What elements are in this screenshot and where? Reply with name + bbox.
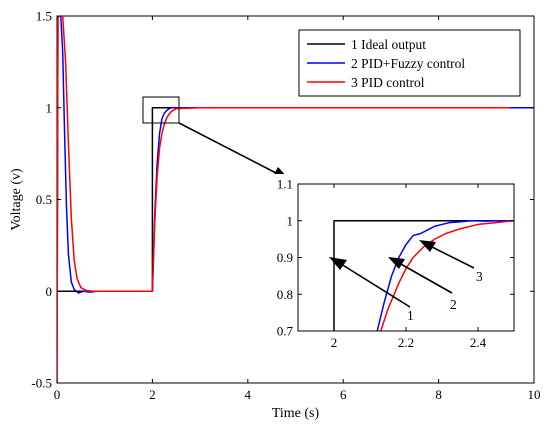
inset-plot: 2 2.2 2.4 0.7 0.8 0.9 1 1.1 1 2 3	[258, 174, 518, 355]
zoom-region-box	[142, 96, 180, 124]
inset-annotations: 1 2 3	[329, 240, 483, 323]
legend: 1 Ideal output 2 PID+Fuzzy control 3 PID…	[298, 29, 521, 97]
inset-x-tick-label: 2.2	[398, 335, 414, 350]
main-x-tick-label: 10	[528, 387, 541, 402]
annotation-arrow-2-line	[398, 262, 453, 294]
main-y-tick-label: 1	[46, 100, 53, 115]
main-x-tick-label: 2	[149, 387, 156, 402]
inset-plot-background	[258, 174, 518, 355]
annotation-arrow-3-head	[419, 240, 436, 252]
inset-y-tick-label: 1.1	[277, 177, 293, 192]
main-x-tick-label: 0	[54, 387, 61, 402]
inset-y-tick-label: 1	[287, 213, 294, 228]
legend-label-ideal: 1 Ideal output	[351, 37, 426, 52]
main-x-tick-label: 4	[245, 387, 252, 402]
inset-series-line-2	[376, 220, 514, 331]
main-x-tick-label: 8	[435, 387, 442, 402]
legend-label-pid-fuzzy: 2 PID+Fuzzy control	[351, 56, 465, 71]
main-x-axis-ticks: 0 2 4 6 8 10	[54, 16, 541, 402]
main-y-tick-label: 0	[46, 284, 53, 299]
inset-y-axis-ticks: 0.7 0.8 0.9 1 1.1	[277, 177, 514, 339]
annotation-arrow-1-head	[329, 257, 347, 270]
inset-y-tick-label: 0.7	[277, 324, 294, 339]
zoom-connector-arrow-line	[178, 122, 279, 175]
annotation-arrow-3-line	[429, 245, 475, 269]
annotation-label-2: 2	[450, 297, 457, 312]
inset-y-tick-label: 0.9	[277, 250, 293, 265]
annotation-arrow-1-line	[340, 263, 411, 308]
inset-x-axis-ticks: 2 2.2 2.4	[331, 184, 487, 350]
main-y-tick-label: -0.5	[31, 376, 52, 391]
legend-label-pid: 3 PID control	[351, 75, 425, 90]
annotation-arrow-2-head	[388, 257, 405, 269]
main-series-line-3	[57, 16, 511, 383]
main-y-tick-label: 0.5	[36, 192, 52, 207]
annotation-label-1: 1	[407, 308, 414, 323]
main-plot: 0 2 4 6 8 10 -0.500.511.5 Time (s) Voltage (v…	[9, 9, 541, 422]
main-y-tick-label: 1.5	[36, 9, 52, 24]
y-axis-title: Voltage (v)	[9, 168, 24, 231]
annotation-label-3: 3	[476, 269, 483, 284]
inset-x-tick-label: 2.4	[470, 335, 487, 350]
main-y-axis-ticks: -0.5 0 0.5 1 1.5	[31, 9, 534, 391]
inset-y-tick-label: 0.8	[277, 287, 293, 302]
inset-series-line-1	[333, 220, 514, 331]
x-axis-title: Time (s)	[272, 406, 320, 421]
inset-x-tick-label: 2	[331, 335, 338, 350]
main-x-tick-label: 6	[340, 387, 347, 402]
main-series-group	[57, 16, 534, 383]
